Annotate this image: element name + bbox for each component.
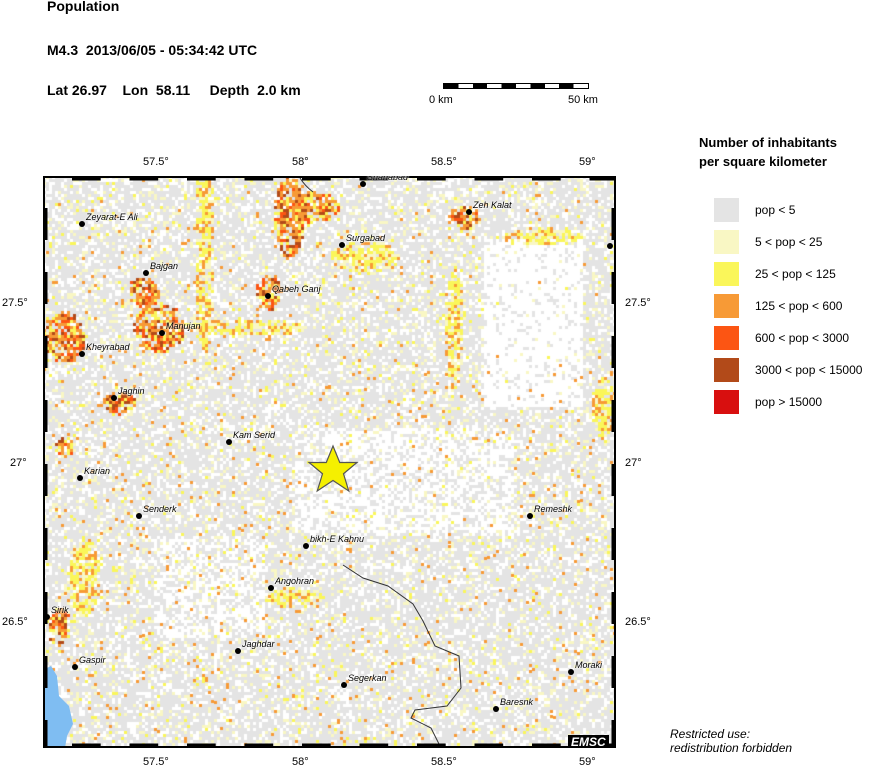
city-dot-icon	[77, 475, 83, 481]
city-label: Senderk	[143, 504, 177, 514]
legend-swatch	[714, 262, 739, 286]
city-dot-icon	[341, 682, 347, 688]
legend-swatch	[714, 390, 739, 414]
lon-tick: 57.5°	[143, 156, 169, 168]
legend-label: pop < 5	[755, 203, 796, 217]
legend-label: pop > 15000	[755, 395, 823, 409]
frame-ticks	[43, 176, 616, 748]
city-dot-icon	[79, 221, 85, 227]
lon-tick: 58.5°	[431, 156, 457, 168]
city-dot-icon	[607, 243, 613, 249]
note-line2: redistribution forbidden	[670, 741, 793, 755]
city-dot-icon	[136, 513, 142, 519]
city-label: Moraki	[575, 660, 603, 670]
city-label: Sirik	[51, 605, 69, 615]
city-label: Jaghin	[118, 386, 145, 396]
legend-title-line1: Number of inhabitants	[699, 135, 837, 150]
legend-label: 600 < pop < 3000	[755, 331, 850, 345]
lon-tick: 58.5°	[431, 756, 457, 768]
city-dot-icon	[235, 648, 241, 654]
lat-tick: 26.5°	[2, 616, 28, 628]
lon-tick: 58°	[292, 156, 309, 168]
city-dot-icon	[268, 585, 274, 591]
city-label: bikh-E Kahnu	[310, 534, 365, 544]
city-dot-icon	[466, 209, 472, 215]
scale-end: 50 km	[568, 94, 598, 106]
city-dot-icon	[303, 543, 309, 549]
legend-label: 25 < pop < 125	[755, 267, 836, 281]
epicenter-star-icon	[307, 444, 359, 493]
legend-swatch	[714, 294, 739, 318]
city-dot-icon	[159, 330, 165, 336]
lat-tick: 27.5°	[625, 297, 651, 309]
map-title: Population	[47, 0, 120, 14]
sea-area	[43, 666, 73, 748]
city-dot-icon	[493, 706, 499, 712]
lat-tick: 27°	[10, 457, 27, 469]
legend-label: 125 < pop < 600	[755, 299, 843, 313]
city-dot-icon	[568, 669, 574, 675]
city-label: Manujan	[166, 321, 201, 331]
lon-tick: 59°	[579, 756, 596, 768]
city-dot-icon	[72, 664, 78, 670]
city-dot-icon	[44, 614, 50, 620]
city-label: Qabeh Ganj	[272, 284, 321, 294]
city-label: Baresnk	[500, 697, 534, 707]
lat-tick: 26.5°	[625, 616, 651, 628]
city-dot-icon	[79, 351, 85, 357]
legend-swatch	[714, 326, 739, 350]
legend-swatch	[714, 198, 739, 222]
restriction-note: Restricted use: redistribution forbidden	[670, 727, 792, 755]
country-border	[299, 177, 462, 748]
city-label: Segerkan	[348, 673, 387, 683]
city-dot-icon	[360, 181, 366, 187]
legend-title-line2: per square kilometer	[699, 154, 827, 169]
population-map[interactable]: Shahabad Zeh Kalat Surgabad Zeyarat-E Ali Ba…	[43, 176, 616, 748]
note-line1: Restricted use:	[670, 727, 751, 741]
legend-swatch	[714, 230, 739, 254]
city-label: Zeyarat-E Ali	[86, 212, 138, 222]
city-label: Karian	[84, 466, 111, 476]
city-label: Bajgan	[150, 261, 179, 271]
city-label: Shahabad	[367, 176, 409, 182]
emsc-logo: EMSC	[568, 735, 609, 748]
legend-swatch	[714, 358, 739, 382]
city-label: Gaspir	[79, 655, 106, 665]
city-label: Kam Serid	[233, 430, 276, 440]
map-overlay	[43, 176, 616, 748]
city-label: Jaghdar	[242, 639, 275, 649]
event-location: Lat 26.97 Lon 58.11 Depth 2.0 km	[47, 82, 301, 98]
city-dot-icon	[339, 242, 345, 248]
city-label: Surgabad	[346, 233, 386, 243]
lon-tick: 59°	[579, 156, 596, 168]
city-label: Remeshk	[534, 504, 573, 514]
city-label: Angohran	[275, 576, 315, 586]
city-dot-icon	[527, 513, 533, 519]
city-dot-icon	[111, 395, 117, 401]
legend-title: Number of inhabitants per square kilomet…	[699, 133, 837, 171]
scale-bar	[443, 83, 589, 89]
legend-label: 3000 < pop < 15000	[755, 363, 863, 377]
event-info: M4.3 2013/06/05 - 05:34:42 UTC	[47, 42, 258, 58]
legend-label: 5 < pop < 25	[755, 235, 823, 249]
city-dot-icon	[226, 439, 232, 445]
lat-tick: 27.5°	[2, 297, 28, 309]
city-label: Kheyrabad	[86, 342, 130, 352]
scale-start: 0 km	[429, 94, 453, 106]
lon-tick: 58°	[292, 756, 309, 768]
city-dot-icon	[265, 293, 271, 299]
city-label: Zeh Kalat	[473, 200, 512, 210]
city-dot-icon	[143, 270, 149, 276]
lat-tick: 27°	[625, 457, 642, 469]
lon-tick: 57.5°	[143, 756, 169, 768]
